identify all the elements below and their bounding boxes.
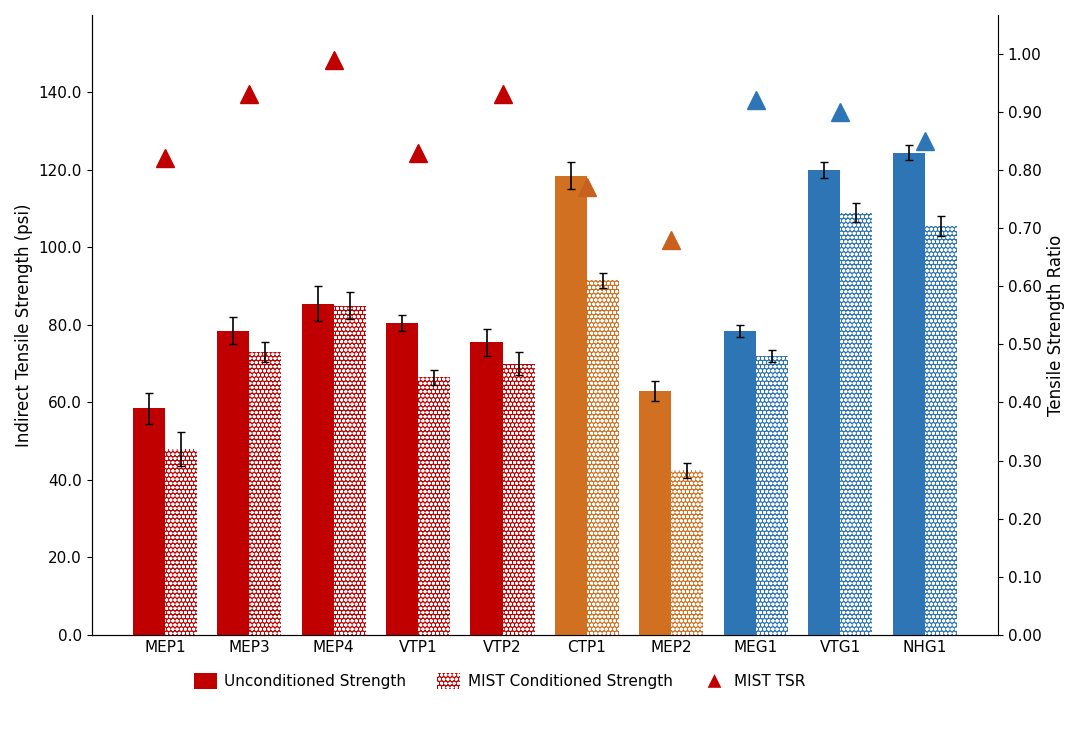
Bar	[724, 330, 756, 635]
Bar	[334, 306, 366, 635]
Bar	[586, 280, 619, 635]
Bar	[386, 323, 418, 635]
Bar	[133, 409, 165, 635]
Bar	[217, 330, 249, 635]
Bar	[840, 213, 873, 635]
Bar	[924, 226, 957, 635]
Bar	[165, 449, 197, 635]
Bar	[418, 377, 450, 635]
Bar	[892, 152, 924, 635]
Bar	[249, 352, 282, 635]
Bar	[756, 356, 787, 635]
Bar	[334, 306, 366, 635]
Y-axis label: Indirect Tensile Strength (psi): Indirect Tensile Strength (psi)	[15, 204, 33, 447]
Bar	[471, 342, 502, 635]
Bar	[586, 280, 619, 635]
Legend: Unconditioned Strength, MIST Conditioned Strength, MIST TSR: Unconditioned Strength, MIST Conditioned…	[188, 668, 811, 695]
Bar	[555, 176, 586, 635]
Bar	[672, 470, 703, 635]
Bar	[502, 363, 535, 635]
Bar	[502, 363, 535, 635]
Bar	[301, 303, 334, 635]
Bar	[165, 449, 197, 635]
Bar	[756, 356, 787, 635]
Bar	[808, 170, 840, 635]
Bar	[639, 391, 672, 635]
Bar	[840, 213, 873, 635]
Bar	[672, 470, 703, 635]
Bar	[924, 226, 957, 635]
Bar	[418, 377, 450, 635]
Y-axis label: Tensile Strength Ratio: Tensile Strength Ratio	[1047, 234, 1065, 415]
Bar	[249, 352, 282, 635]
